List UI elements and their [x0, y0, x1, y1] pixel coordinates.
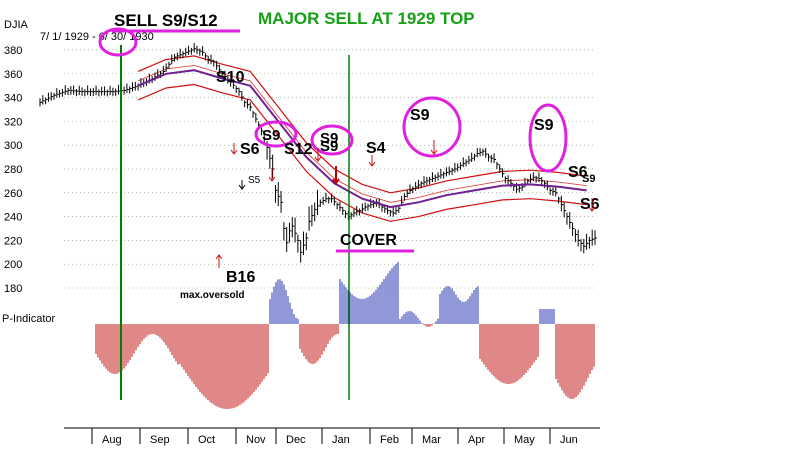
annotation-s6-jun: S6: [580, 196, 600, 213]
circle-top: [98, 27, 138, 57]
month-label: Sep: [150, 434, 170, 446]
lower-band: [137, 83, 587, 222]
annotation-s10: S10: [216, 69, 245, 86]
y-tick-label: 300: [4, 140, 22, 152]
month-label: Jan: [332, 434, 350, 446]
month-label: Apr: [468, 434, 485, 446]
month-label: Mar: [422, 434, 441, 446]
y-axis-ticks: 380 360 340 320 300 280 260 240 220 200 180: [4, 45, 22, 295]
annotation-s12: S12: [284, 141, 313, 158]
annotation-b16: B16: [226, 269, 255, 286]
envelope-bands: [137, 55, 587, 222]
annotation-sell-s9-s12: SELL S9/S12: [114, 11, 218, 30]
indicator-label: P-Indicator: [2, 313, 56, 325]
annotation-s9-jan-a: S9: [320, 130, 338, 147]
upper-band: [137, 55, 587, 194]
annotation-s9-dec: S9: [262, 127, 280, 144]
date-range: 7/ 1/ 1929 - 6/ 30/ 1930: [40, 31, 154, 43]
month-label: Nov: [246, 434, 266, 446]
month-label: May: [514, 434, 535, 446]
moving-average-series: [137, 69, 587, 209]
y-tick-label: 260: [4, 188, 22, 200]
annotation-s9-jan-b: S9: [320, 138, 338, 155]
y-tick-label: 340: [4, 93, 22, 105]
annotation-s5: S5: [248, 175, 261, 186]
y-tick-label: 280: [4, 164, 22, 176]
month-label: Dec: [286, 434, 306, 446]
moving-average-line: [137, 69, 587, 209]
annotation-s9-small: S9: [582, 173, 595, 185]
y-tick-label: 360: [4, 69, 22, 81]
annotation-s4: S4: [366, 140, 386, 157]
series-label: DJIA: [4, 19, 29, 31]
chart-title: MAJOR SELL AT 1929 TOP: [258, 9, 475, 28]
p-indicator-bars: [95, 262, 595, 409]
y-tick-label: 220: [4, 235, 22, 247]
annotation-s9-mar: S9: [410, 107, 430, 124]
month-label: Aug: [102, 434, 122, 446]
annotation-cover: COVER: [340, 232, 397, 249]
signal-arrows: [215, 140, 596, 268]
y-tick-label: 240: [4, 212, 22, 224]
month-label: Jun: [560, 434, 578, 446]
y-tick-label: 200: [4, 259, 22, 271]
annotation-s6-nov: S6: [240, 141, 260, 158]
inner-band: [137, 64, 587, 203]
annotation-s6-may: S6: [568, 164, 588, 181]
gridlines: [64, 49, 596, 289]
y-tick-label: 180: [4, 283, 22, 295]
month-label: Feb: [380, 434, 399, 446]
x-axis-months: Aug Sep Oct Nov Dec Jan Feb Mar Apr May Jun: [64, 427, 600, 446]
y-tick-label: 380: [4, 45, 22, 57]
annotation-max-oversold: max.oversold: [180, 290, 244, 301]
annotation-s9-may: S9: [534, 117, 554, 134]
month-label: Oct: [198, 434, 215, 446]
y-tick-label: 320: [4, 116, 22, 128]
